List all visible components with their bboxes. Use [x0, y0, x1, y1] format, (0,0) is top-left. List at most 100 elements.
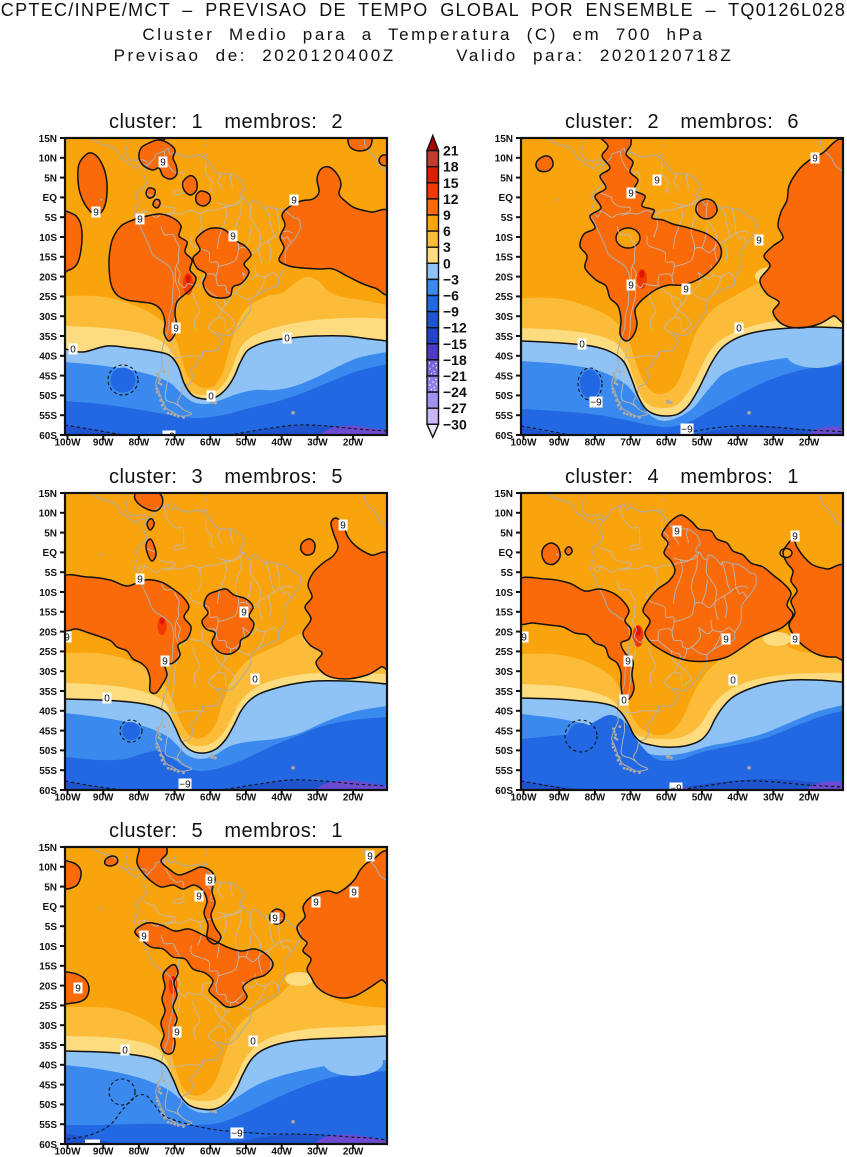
svg-text:60S: 60S	[39, 431, 57, 442]
svg-text:−12: −12	[443, 320, 467, 336]
svg-text:5N: 5N	[44, 173, 57, 184]
svg-text:90W: 90W	[93, 438, 114, 449]
svg-text:5S: 5S	[45, 568, 58, 579]
svg-text:45S: 45S	[39, 1080, 57, 1091]
svg-text:0: 0	[579, 340, 585, 351]
svg-text:20S: 20S	[495, 272, 513, 283]
svg-text:9: 9	[137, 215, 143, 226]
svg-text:45S: 45S	[495, 371, 513, 382]
svg-text:50S: 50S	[39, 391, 57, 402]
svg-text:60W: 60W	[200, 438, 221, 449]
svg-text:9: 9	[241, 608, 247, 619]
svg-text:0: 0	[252, 675, 258, 686]
svg-text:10N: 10N	[39, 863, 57, 874]
svg-text:40W: 40W	[727, 793, 748, 804]
svg-text:10S: 10S	[39, 233, 57, 244]
svg-text:60S: 60S	[495, 786, 513, 797]
svg-text:9: 9	[443, 207, 451, 223]
svg-text:−18: −18	[443, 352, 467, 368]
svg-text:40S: 40S	[39, 352, 57, 363]
svg-text:100W: 100W	[54, 793, 81, 804]
svg-text:40S: 40S	[39, 707, 57, 718]
svg-text:20S: 20S	[39, 981, 57, 992]
svg-text:10N: 10N	[495, 154, 513, 165]
svg-text:EQ: EQ	[499, 548, 514, 559]
svg-text:9: 9	[628, 281, 634, 292]
svg-text:30S: 30S	[39, 667, 57, 678]
svg-text:0: 0	[284, 334, 290, 345]
svg-text:EQ: EQ	[499, 193, 514, 204]
svg-text:40S: 40S	[39, 1061, 57, 1072]
svg-text:60S: 60S	[39, 1140, 57, 1151]
svg-text:45S: 45S	[39, 726, 57, 737]
svg-text:9: 9	[756, 236, 762, 247]
svg-text:80W: 80W	[129, 1147, 150, 1157]
svg-text:0: 0	[208, 392, 214, 403]
svg-text:9: 9	[207, 876, 213, 887]
svg-text:55S: 55S	[39, 411, 57, 422]
svg-text:45S: 45S	[39, 371, 57, 382]
svg-text:90W: 90W	[549, 438, 570, 449]
svg-text:6: 6	[443, 223, 451, 239]
svg-text:9: 9	[654, 176, 660, 187]
svg-text:9: 9	[272, 914, 278, 925]
svg-text:15S: 15S	[495, 608, 513, 619]
svg-text:30S: 30S	[495, 312, 513, 323]
svg-text:−9: −9	[590, 398, 602, 409]
svg-text:9: 9	[351, 888, 357, 899]
svg-text:−9: −9	[681, 425, 693, 436]
svg-text:25S: 25S	[39, 647, 57, 658]
svg-text:20W: 20W	[343, 793, 364, 804]
svg-text:10S: 10S	[39, 942, 57, 953]
svg-text:30W: 30W	[307, 438, 328, 449]
svg-text:9: 9	[160, 158, 166, 169]
svg-text:30W: 30W	[763, 438, 784, 449]
svg-text:70W: 70W	[620, 438, 641, 449]
svg-text:40S: 40S	[495, 707, 513, 718]
svg-text:15N: 15N	[39, 134, 57, 145]
svg-text:−9: −9	[179, 780, 191, 791]
svg-text:35S: 35S	[39, 332, 57, 343]
svg-text:15N: 15N	[495, 134, 513, 145]
svg-text:50S: 50S	[39, 1100, 57, 1111]
svg-text:80W: 80W	[585, 438, 606, 449]
svg-text:60W: 60W	[656, 438, 677, 449]
svg-text:90W: 90W	[549, 793, 570, 804]
svg-text:70W: 70W	[620, 793, 641, 804]
svg-text:0: 0	[122, 1046, 128, 1057]
svg-text:0: 0	[70, 345, 76, 356]
svg-text:9: 9	[367, 852, 373, 863]
svg-text:50W: 50W	[236, 438, 257, 449]
svg-text:−24: −24	[443, 384, 467, 400]
svg-text:9: 9	[313, 898, 319, 909]
svg-text:15N: 15N	[39, 843, 57, 854]
svg-text:20S: 20S	[39, 627, 57, 638]
svg-text:30W: 30W	[307, 1147, 328, 1157]
svg-text:40W: 40W	[271, 438, 292, 449]
svg-text:9: 9	[291, 196, 297, 207]
svg-text:50S: 50S	[39, 746, 57, 757]
svg-text:15S: 15S	[495, 253, 513, 264]
svg-text:21: 21	[443, 143, 459, 159]
svg-text:30S: 30S	[495, 667, 513, 678]
svg-text:30S: 30S	[39, 312, 57, 323]
svg-text:5S: 5S	[45, 213, 58, 224]
svg-text:−6: −6	[443, 288, 459, 304]
svg-text:0: 0	[736, 324, 742, 335]
svg-text:9: 9	[141, 932, 147, 943]
svg-text:15S: 15S	[39, 253, 57, 264]
svg-text:20S: 20S	[39, 272, 57, 283]
svg-text:5S: 5S	[501, 213, 514, 224]
svg-text:20W: 20W	[799, 438, 820, 449]
svg-text:EQ: EQ	[43, 548, 58, 559]
svg-text:50S: 50S	[495, 746, 513, 757]
svg-text:9: 9	[64, 633, 70, 644]
svg-text:0: 0	[104, 694, 110, 705]
svg-text:55S: 55S	[495, 411, 513, 422]
svg-text:30S: 30S	[39, 1021, 57, 1032]
svg-text:40W: 40W	[271, 793, 292, 804]
svg-text:60W: 60W	[656, 793, 677, 804]
svg-text:50W: 50W	[236, 1147, 257, 1157]
svg-text:−30: −30	[443, 416, 467, 432]
svg-text:15N: 15N	[39, 489, 57, 500]
